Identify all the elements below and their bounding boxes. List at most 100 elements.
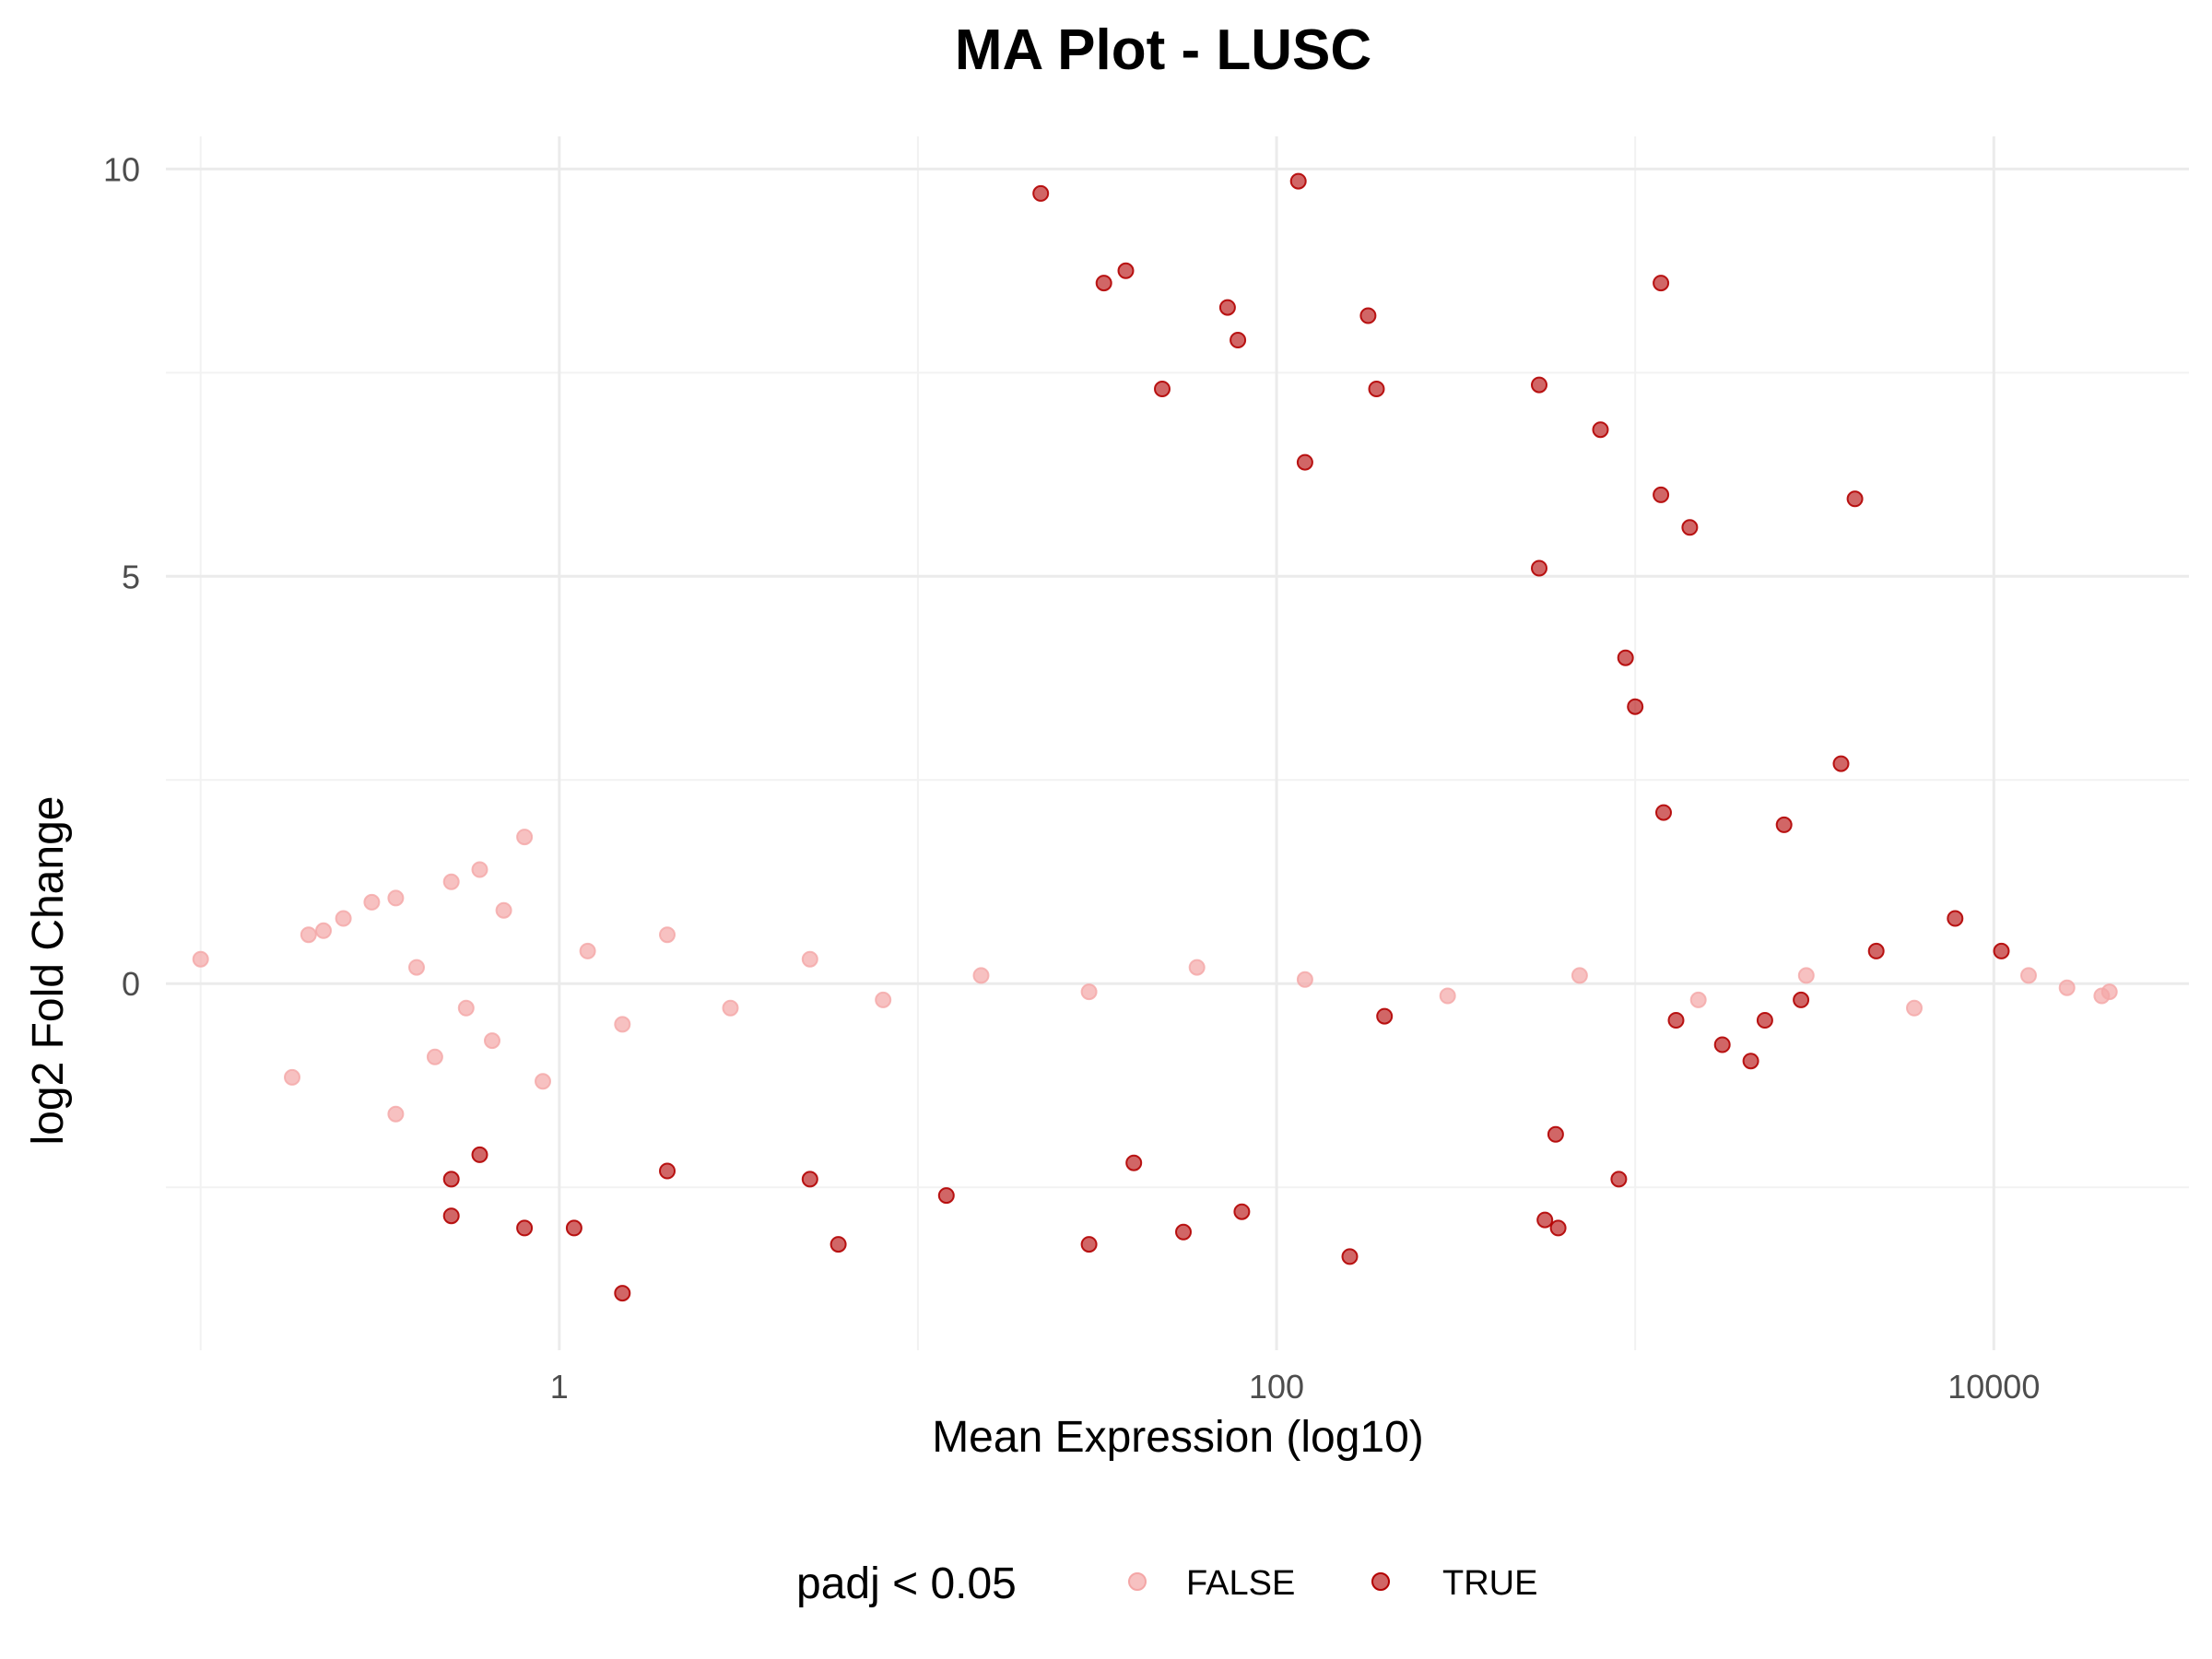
point-true-20 (1947, 912, 1962, 926)
legend-key-true (1372, 1573, 1389, 1590)
point-true-33 (444, 1208, 459, 1223)
point-true-36 (1628, 700, 1642, 714)
point-false-4 (364, 895, 379, 910)
point-false-25 (1190, 960, 1205, 975)
point-true-7 (1230, 333, 1245, 347)
point-false-35 (2102, 984, 2117, 999)
point-true-0 (1033, 186, 1048, 201)
point-true-29 (1082, 1237, 1097, 1252)
point-false-24 (1082, 984, 1097, 999)
data-points (194, 174, 2117, 1301)
legend-label-false: FALSE (1186, 1564, 1295, 1603)
y-tick-label-0: 0 (122, 965, 140, 1003)
point-false-28 (1572, 968, 1587, 982)
point-true-40 (1758, 1013, 1772, 1028)
point-false-18 (615, 1017, 629, 1031)
point-false-6 (285, 1070, 300, 1085)
x-tick-label-2: 10000 (1947, 1368, 2040, 1406)
chart-title: MA Plot - LUSC (955, 18, 1371, 82)
point-true-49 (444, 1171, 459, 1186)
point-true-3 (1097, 276, 1112, 290)
point-false-3 (336, 912, 351, 926)
point-true-38 (1744, 1053, 1759, 1068)
point-true-27 (1343, 1249, 1358, 1264)
point-true-12 (1594, 422, 1608, 437)
point-false-31 (1907, 1001, 1922, 1016)
legend: padj < 0.05 FALSE TRUE (796, 1559, 1537, 1608)
point-false-5 (388, 890, 403, 905)
point-true-42 (1377, 1009, 1392, 1024)
point-true-10 (1532, 378, 1547, 393)
point-true-25 (1537, 1213, 1552, 1228)
tick-labels: 1 100 10000 0 5 10 (103, 150, 2040, 1406)
point-true-15 (1682, 520, 1697, 535)
point-true-41 (1794, 993, 1808, 1007)
point-true-5 (1360, 309, 1375, 324)
point-false-15 (485, 1033, 500, 1048)
point-false-19 (660, 927, 675, 942)
point-false-8 (428, 1050, 442, 1065)
grid-lines (166, 136, 2189, 1350)
point-false-32 (2060, 981, 2075, 995)
point-true-48 (473, 1147, 488, 1162)
point-false-14 (409, 960, 424, 975)
legend-title: padj < 0.05 (796, 1559, 1017, 1608)
point-false-30 (1799, 968, 1814, 982)
point-true-11 (1298, 455, 1312, 470)
legend-key-false (1129, 1573, 1146, 1590)
point-false-33 (2021, 968, 2036, 982)
point-false-1 (301, 927, 316, 942)
point-true-21 (1994, 944, 2009, 959)
point-false-20 (724, 1001, 738, 1016)
point-false-0 (194, 952, 208, 967)
point-true-28 (1176, 1225, 1191, 1240)
point-true-13 (1653, 488, 1668, 502)
point-false-11 (459, 1001, 474, 1016)
point-false-10 (473, 863, 488, 877)
point-false-21 (803, 952, 818, 967)
point-true-31 (615, 1286, 629, 1300)
point-true-19 (1777, 818, 1792, 832)
x-tick-label-1: 100 (1249, 1368, 1304, 1406)
point-true-9 (1370, 382, 1384, 396)
point-true-8 (1155, 382, 1170, 396)
point-true-43 (1234, 1205, 1249, 1219)
point-true-22 (1869, 944, 1884, 959)
point-false-29 (1691, 993, 1706, 1007)
point-true-14 (1848, 491, 1863, 506)
point-true-26 (1551, 1220, 1566, 1235)
point-false-17 (581, 944, 595, 959)
point-false-22 (876, 993, 890, 1007)
point-false-27 (1441, 989, 1455, 1004)
x-tick-label-0: 1 (550, 1368, 569, 1406)
point-false-2 (316, 924, 331, 938)
point-true-45 (939, 1188, 954, 1203)
point-false-7 (388, 1107, 403, 1122)
y-tick-label-2: 10 (103, 150, 140, 188)
point-true-4 (1220, 300, 1235, 315)
point-true-46 (803, 1171, 818, 1186)
point-true-30 (831, 1237, 846, 1252)
y-axis-title: log2 Fold Change (24, 796, 73, 1146)
point-false-26 (1298, 972, 1312, 987)
point-true-23 (1548, 1127, 1563, 1142)
point-true-2 (1119, 264, 1134, 278)
point-true-37 (1669, 1013, 1684, 1028)
y-tick-label-1: 5 (122, 558, 140, 595)
point-true-17 (1618, 651, 1633, 665)
point-false-12 (497, 903, 512, 918)
point-false-16 (535, 1074, 550, 1088)
point-true-32 (517, 1220, 532, 1235)
point-false-13 (517, 830, 532, 844)
point-true-1 (1291, 174, 1306, 189)
x-axis-title: Mean Expression (log10) (932, 1413, 1424, 1462)
point-true-18 (1834, 757, 1849, 771)
point-true-6 (1653, 276, 1668, 290)
point-true-47 (660, 1164, 675, 1179)
point-true-39 (1715, 1038, 1730, 1053)
point-true-34 (567, 1220, 582, 1235)
point-true-24 (1611, 1171, 1626, 1186)
legend-label-true: TRUE (1442, 1564, 1537, 1603)
